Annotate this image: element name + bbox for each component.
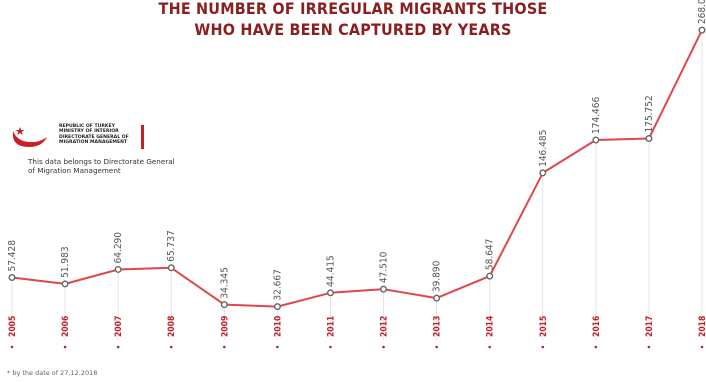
data-point-2011	[326, 289, 334, 297]
data-point-2012	[380, 285, 388, 293]
data-point-2007	[114, 265, 122, 273]
year-label-2014: 2014	[486, 316, 496, 337]
value-label-2015: 146.485	[538, 130, 549, 167]
org-line-2: MINISTRY OF INTERIOR	[59, 129, 119, 135]
year-dot-2009	[223, 345, 226, 349]
data-point-2014	[486, 272, 494, 280]
data-point-2008	[167, 264, 175, 272]
data-point-2016	[592, 136, 600, 144]
value-label-2013: 39.890	[432, 260, 443, 292]
year-dot-2010	[276, 345, 279, 349]
year-label-2010: 2010	[273, 316, 283, 337]
chart-title-line2: WHO HAVE BEEN CAPTURED BY YEARS	[194, 20, 512, 39]
value-label-2016: 174.466	[591, 97, 602, 134]
data-point-2005	[8, 274, 16, 282]
year-dot-2008	[169, 345, 173, 349]
year-dot-2005	[10, 345, 14, 349]
year-label-2005: 2005	[8, 316, 18, 337]
year-dot-2018	[700, 345, 704, 349]
year-label-2018: 2018	[698, 316, 706, 337]
year-label-2011: 2011	[326, 316, 336, 337]
year-dot-2007	[116, 345, 120, 349]
ministry-logo-block: REPUBLIC OF TURKEY MINISTRY OF INTERIOR …	[9, 121, 175, 181]
chart-title-line1: THE NUMBER OF IRREGULAR MIGRANTS THOSE	[158, 0, 548, 18]
org-line-1: REPUBLIC OF TURKEY	[59, 124, 115, 129]
value-label-2006: 51.983	[60, 246, 71, 277]
year-dot-2013	[435, 345, 438, 349]
year-label-2013: 2013	[433, 316, 443, 337]
year-label-2007: 2007	[114, 316, 124, 337]
org-line-3: DIRECTORATE GENERAL OF	[59, 134, 129, 140]
data-point-2017	[645, 134, 653, 142]
value-label-2009: 34.345	[219, 267, 230, 298]
value-label-2007: 64.290	[113, 232, 124, 264]
year-label-2016: 2016	[592, 316, 602, 337]
logo-divider	[141, 125, 144, 149]
year-dot-2015	[541, 345, 545, 349]
year-label-2009: 2009	[220, 316, 230, 337]
value-label-2012: 47.510	[379, 251, 390, 283]
data-point-2015	[539, 169, 547, 177]
year-dot-2014	[488, 345, 491, 349]
ministry-name: REPUBLIC OF TURKEY MINISTRY OF INTERIOR …	[59, 124, 139, 146]
year-label-2006: 2006	[61, 316, 71, 337]
year-label-2017: 2017	[645, 316, 655, 337]
value-label-2010: 32.667	[272, 269, 283, 300]
value-label-2005: 57.428	[7, 240, 18, 272]
crescent-star-icon	[12, 127, 48, 147]
year-label-2015: 2015	[539, 316, 549, 337]
footnote: * by the date of 27.12.2018	[7, 369, 98, 377]
value-label-2014: 58.647	[485, 239, 496, 270]
year-label-2008: 2008	[167, 316, 177, 337]
data-point-2013	[433, 294, 441, 302]
data-point-2010	[273, 303, 281, 311]
value-label-2018: 268.003	[697, 0, 706, 24]
year-dot-2006	[63, 345, 67, 349]
org-line-4: MIGRATION MANAGEMENT	[59, 140, 128, 146]
data-source-note: This data belongs to Directorate General…	[28, 157, 175, 175]
year-dot-2016	[594, 345, 598, 349]
year-dot-2017	[647, 345, 651, 349]
value-label-2017: 175.752	[644, 95, 655, 132]
value-label-2008: 65.737	[166, 230, 177, 261]
data-point-2018	[698, 26, 706, 34]
data-point-2006	[61, 280, 69, 288]
year-dot-2011	[329, 345, 332, 349]
data-point-2009	[220, 301, 228, 309]
year-dot-2012	[382, 345, 385, 349]
year-label-2012: 2012	[380, 316, 390, 337]
series-line	[11, 29, 703, 308]
value-label-2011: 44.415	[325, 255, 336, 286]
